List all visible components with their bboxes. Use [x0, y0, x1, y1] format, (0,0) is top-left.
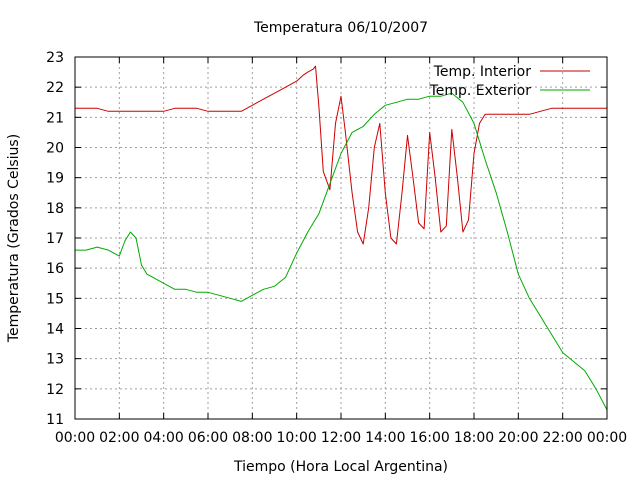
x-tick-label: 20:00 [498, 430, 538, 446]
x-tick-label: 00:00 [55, 430, 95, 446]
y-tick-label: 23 [46, 50, 64, 66]
series-lines [75, 65, 608, 411]
series-line-exterior [75, 92, 608, 411]
x-tick-label: 14:00 [365, 430, 405, 446]
x-tick-label: 22:00 [542, 430, 582, 446]
x-tick-label: 12:00 [321, 430, 361, 446]
legend-label-exterior: Temp. Exterior [429, 83, 532, 99]
y-tick-label: 13 [46, 352, 64, 368]
y-tick-label: 12 [46, 382, 64, 398]
legend-label-interior: Temp. Interior [433, 64, 532, 80]
y-tick-label: 20 [46, 141, 64, 157]
x-tick-label: 06:00 [188, 430, 228, 446]
x-tick-label: 04:00 [143, 430, 183, 446]
y-tick-label: 16 [46, 261, 64, 277]
y-tick-label: 17 [46, 231, 64, 247]
y-axis-title: Temperatura (Grados Celsius) [6, 134, 22, 343]
legend: Temp. Interior Temp. Exterior [429, 64, 590, 99]
y-tick-labels: 11 12 13 14 15 16 17 18 19 20 21 22 23 [46, 50, 64, 428]
y-tick-label: 14 [46, 322, 64, 338]
axis-ticks [74, 56, 608, 420]
chart-title: Temperatura 06/10/2007 [253, 20, 428, 36]
x-tick-label: 00:00 [587, 430, 627, 446]
y-tick-label: 22 [46, 80, 64, 96]
x-tick-labels: 00:00 02:00 04:00 06:00 08:00 10:00 12:00 14:00… [55, 430, 627, 446]
series-line-interior [75, 65, 607, 245]
y-tick-label: 15 [46, 291, 64, 307]
x-tick-label: 08:00 [232, 430, 272, 446]
y-tick-label: 18 [46, 201, 64, 217]
x-tick-label: 02:00 [99, 430, 139, 446]
x-axis-title: Tiempo (Hora Local Argentina) [233, 459, 448, 475]
x-tick-label: 16:00 [409, 430, 449, 446]
y-tick-label: 11 [46, 412, 64, 428]
y-tick-label: 21 [46, 110, 64, 126]
x-tick-label: 10:00 [276, 430, 316, 446]
y-tick-label: 19 [46, 171, 64, 187]
grid-lines [75, 57, 607, 419]
x-tick-label: 18:00 [454, 430, 494, 446]
